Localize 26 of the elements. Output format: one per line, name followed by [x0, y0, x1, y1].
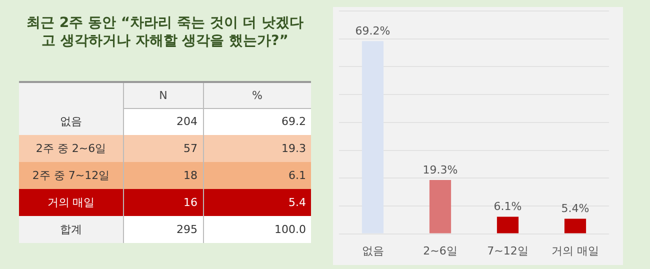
x-tick-label: 거의 매일 [552, 244, 599, 258]
text: 295 [176, 223, 198, 236]
data-label: 19.3 [203, 135, 311, 162]
category-label: 2주 중 2~6일 [19, 135, 124, 162]
data-label: 69.2% [355, 24, 390, 38]
series-label: % [203, 82, 311, 108]
data-label: 6.1% [494, 200, 522, 214]
x-tick-label: 7~12일 [487, 244, 528, 258]
x-tick-label: 2~6일 [423, 244, 458, 258]
data-label: 5.4 [203, 189, 311, 216]
data-label: 16 [124, 189, 204, 216]
data-label: 204 [124, 108, 204, 135]
data-label: 19.3% [422, 163, 458, 176]
text: 100.0 [274, 223, 306, 236]
category-label: 거의 매일 [19, 189, 124, 216]
data-label: 5.4% [561, 202, 590, 216]
series-label: N [124, 82, 204, 108]
text: 최근 2주 동안 “차라리 죽는 것이 더 낫겠다고 생각하거나 자해할 생각을 했는가?” [25, 14, 305, 50]
text: 합계 [60, 223, 82, 236]
x-tick-label: 없음 [362, 244, 384, 258]
category-label: 2주 중 7~12일 [19, 162, 124, 189]
data-label: 18 [124, 162, 204, 189]
data-label: 57 [124, 135, 204, 162]
data-label: 69.2 [203, 108, 311, 135]
category-label: 없음 [19, 108, 124, 135]
data-label: 6.1 [203, 162, 311, 189]
